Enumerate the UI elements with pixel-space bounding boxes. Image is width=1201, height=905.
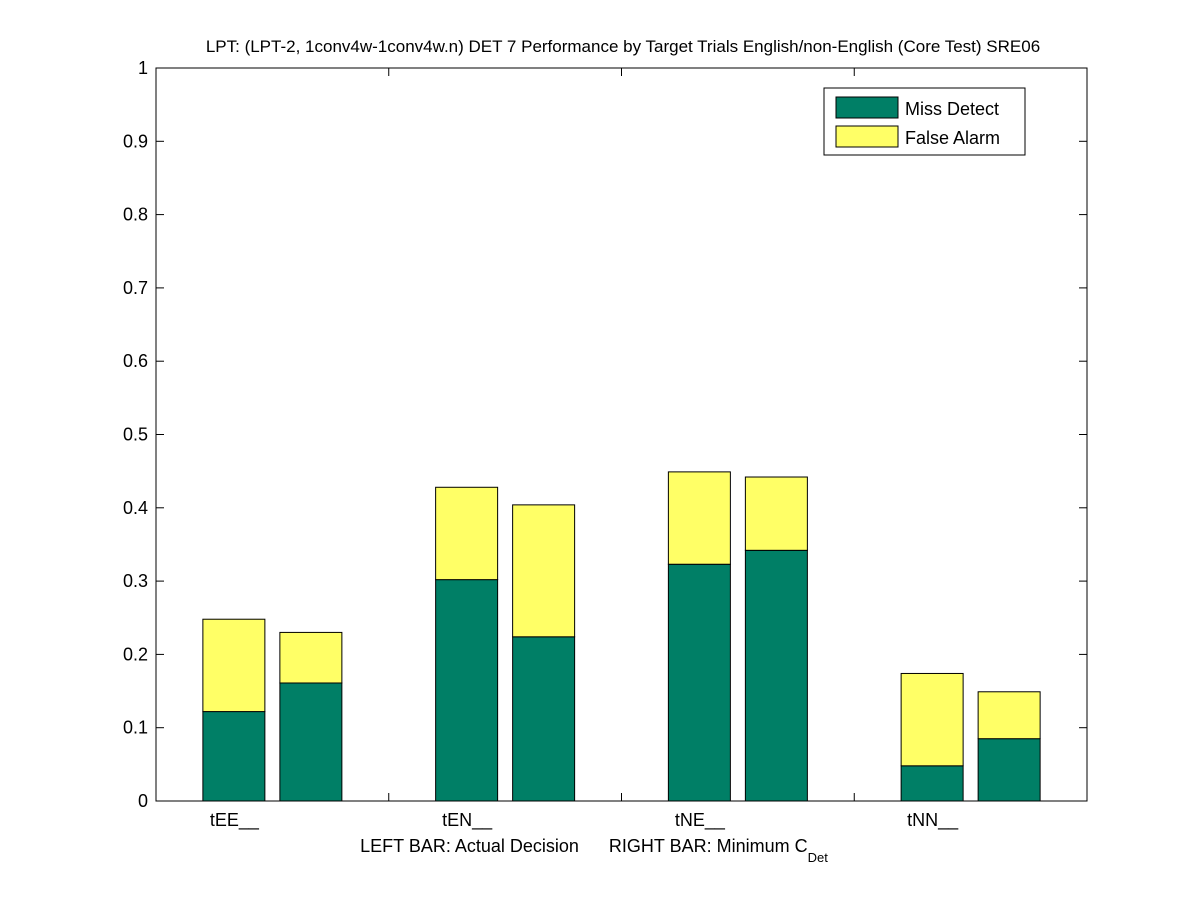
bar-false-alarm-actual	[435, 486, 499, 581]
y-tick-label: 0.1	[123, 718, 148, 738]
x-axis: tEE__ tEN__ tNE__ tNN__	[210, 68, 959, 831]
y-axis: 0 0.1 0.2 0.3 0.4 0.5 0.6 0.7 0.8 0.9 1	[123, 58, 1087, 811]
y-tick-label: 0.8	[123, 205, 148, 225]
y-tick-label: 0.4	[123, 498, 148, 518]
bar-false-alarm-minimum	[977, 691, 1041, 740]
bar-miss-detect-actual	[667, 563, 731, 802]
y-tick-label: 0.3	[123, 571, 148, 591]
bar-false-alarm-minimum	[744, 476, 808, 551]
x-tick-label: tEE__	[210, 810, 260, 831]
legend-swatch-false-alarm	[835, 125, 899, 148]
bar-miss-detect-minimum	[279, 682, 343, 802]
y-tick-label: 0.2	[123, 644, 148, 664]
bar-miss-detect-minimum	[512, 636, 576, 802]
x-axis-label-main: LEFT BAR: Actual Decision RIGHT BAR: Min…	[360, 836, 807, 856]
y-tick-label: 0	[138, 791, 148, 811]
y-tick-label: 0.6	[123, 351, 148, 371]
plot-frame	[155, 67, 1088, 802]
bar-group	[202, 471, 1041, 802]
bar-miss-detect-actual	[900, 765, 964, 802]
y-tick-label: 1	[138, 58, 148, 78]
legend-swatch-miss-detect	[835, 96, 899, 119]
bar-false-alarm-actual	[900, 672, 964, 767]
chart-title: LPT: (LPT-2, 1conv4w-1conv4w.n) DET 7 Pe…	[206, 37, 1040, 56]
x-axis-label: LEFT BAR: Actual Decision RIGHT BAR: Min…	[360, 836, 828, 865]
legend-label-false-alarm: False Alarm	[905, 128, 1000, 148]
y-tick-label: 0.7	[123, 278, 148, 298]
bar-false-alarm-actual	[667, 471, 731, 565]
legend: Miss Detect False Alarm	[823, 87, 1026, 156]
y-tick-label: 0.9	[123, 131, 148, 151]
bar-false-alarm-actual	[202, 618, 266, 713]
bar-miss-detect-minimum	[977, 738, 1041, 802]
bar-false-alarm-minimum	[512, 504, 576, 638]
x-axis-label-subscript: Det	[808, 850, 829, 865]
bar-miss-detect-minimum	[744, 549, 808, 802]
legend-label-miss-detect: Miss Detect	[905, 99, 999, 119]
bar-miss-detect-actual	[202, 711, 266, 802]
x-tick-label: tNE__	[675, 810, 726, 831]
y-tick-label: 0.5	[123, 425, 148, 445]
x-tick-label: tNN__	[907, 810, 959, 831]
x-tick-label: tEN__	[442, 810, 493, 831]
bar-miss-detect-actual	[435, 579, 499, 802]
bar-false-alarm-minimum	[279, 631, 343, 684]
